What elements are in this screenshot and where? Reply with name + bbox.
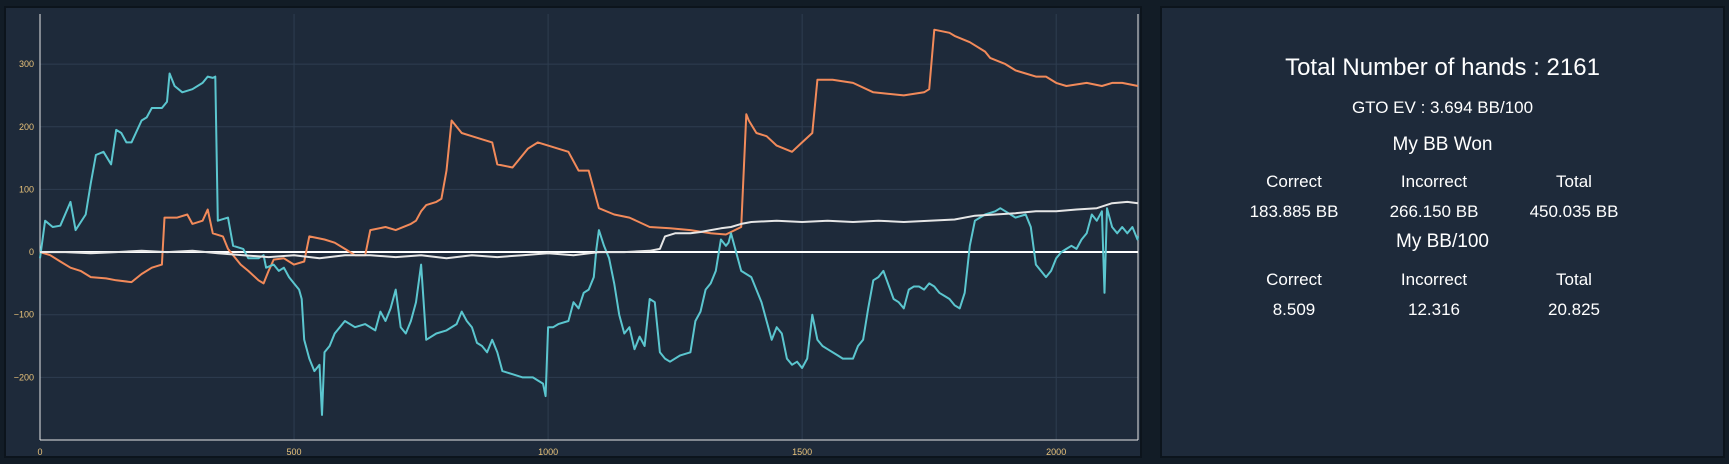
bb100-header-incorrect: Incorrect (1400, 270, 1468, 289)
y-tick-label: −100 (14, 310, 34, 320)
line-chart: −200 −100 0 100 200 300 0 500 1000 1500 2000 (14, 14, 1139, 457)
y-tick-label: 100 (19, 184, 34, 194)
bb-won-incorrect: 266.150 BB (1389, 202, 1479, 221)
y-tick-label: 300 (19, 59, 34, 69)
x-tick-label: 1000 (538, 447, 558, 457)
bb100-header-correct: Correct (1266, 270, 1322, 289)
total-hands: Total Number of hands : 2161 (1285, 54, 1600, 81)
series-line-3 (40, 200, 1139, 260)
bb100-header-total: Total (1556, 270, 1592, 289)
y-tick-label: 200 (19, 122, 34, 132)
bb100-correct: 8.509 (1272, 300, 1316, 319)
bb-won-correct: 183.885 BB (1249, 202, 1339, 221)
series-line-1 (39, 28, 1139, 285)
x-tick-label: 1500 (792, 447, 812, 457)
bb-won-total: 450.035 BB (1529, 202, 1619, 221)
bb100-total: 20.825 (1548, 300, 1600, 319)
bb-won-header-incorrect: Incorrect (1400, 172, 1468, 191)
bb100-incorrect: 12.316 (1408, 300, 1460, 319)
bb-won-title: My BB Won (1392, 134, 1493, 155)
bb-won-header-correct: Correct (1266, 172, 1322, 191)
series-line-2 (39, 72, 1139, 416)
x-tick-label: 2000 (1046, 447, 1066, 457)
x-tick-label: 0 (37, 447, 42, 457)
stats-panel: Total Number of hands : 2161 GTO EV : 3.… (1160, 6, 1725, 458)
gto-ev: GTO EV : 3.694 BB/100 (1351, 98, 1534, 117)
y-tick-label: −200 (14, 372, 34, 382)
bb100-title: My BB/100 (1396, 231, 1489, 252)
chart-panel: −200 −100 0 100 200 300 0 500 1000 1500 2000 (4, 6, 1142, 458)
y-tick-label: 0 (29, 247, 34, 257)
x-tick-label: 500 (287, 447, 302, 457)
bb-won-header-total: Total (1556, 172, 1592, 191)
